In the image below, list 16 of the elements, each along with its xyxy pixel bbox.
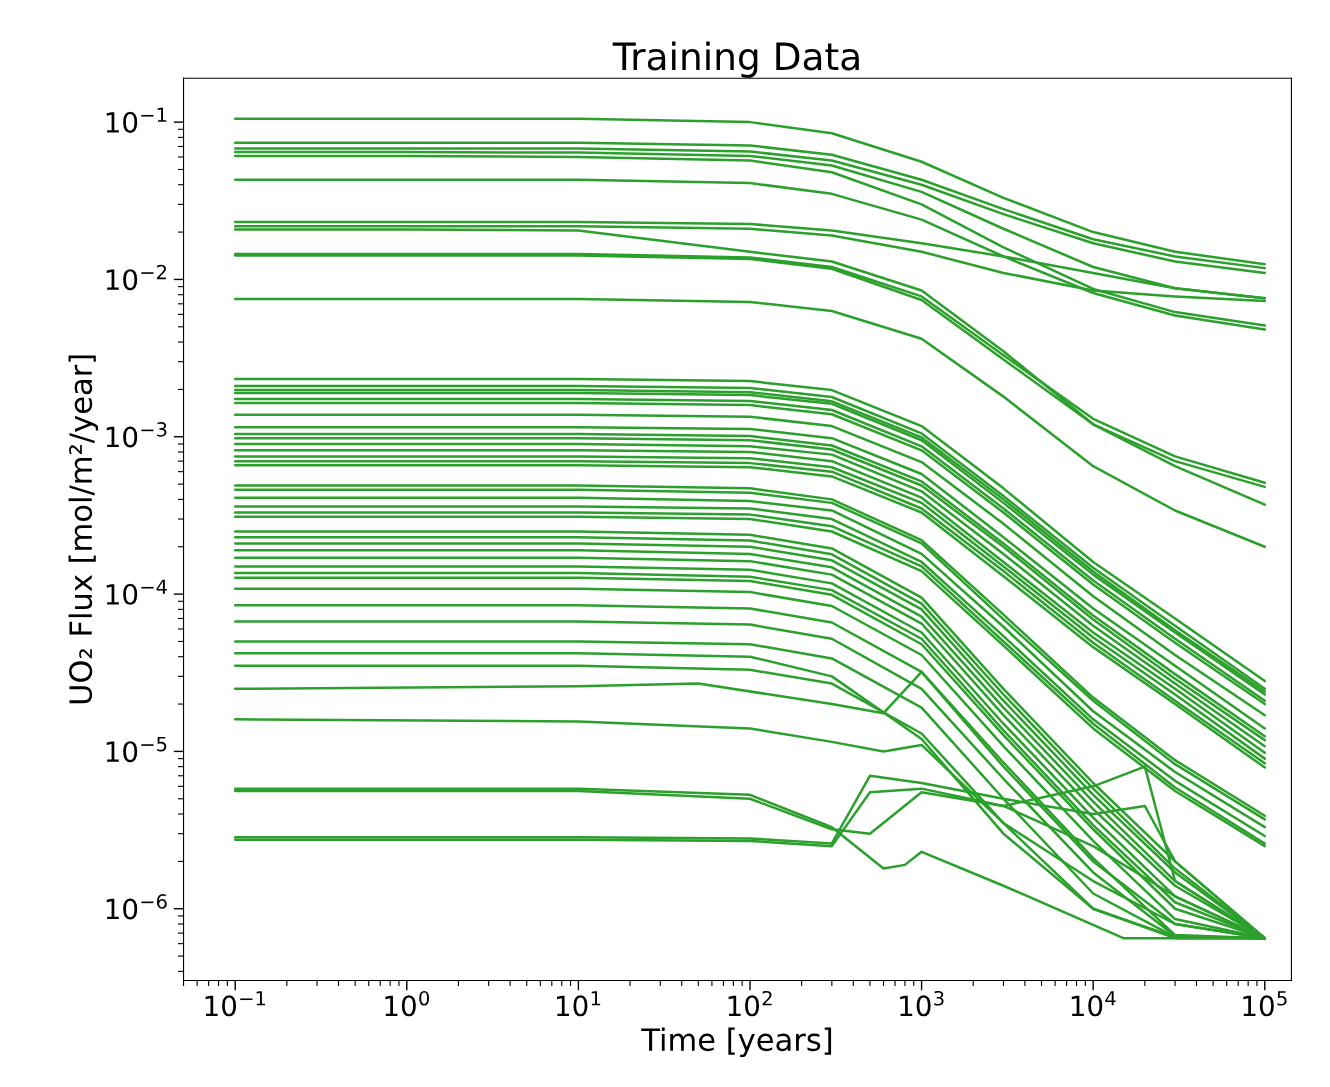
y-tick-label: 10$^{−1}$ xyxy=(106,107,167,133)
x-tick-label: 10$^{4}$ xyxy=(1071,991,1116,1017)
y-tick-label: 10$^{−3}$ xyxy=(106,422,167,448)
x-tick-label: 10$^{3}$ xyxy=(900,990,944,1017)
x-axis-title: Time [years] xyxy=(641,1027,832,1058)
y-tick-label: 10$^{−5}$ xyxy=(106,736,167,763)
y-tick-label: 10$^{−2}$ xyxy=(106,264,167,291)
chart-title: Training Data xyxy=(612,41,859,78)
x-tick-label: 10$^{2}$ xyxy=(728,990,772,1017)
x-tick-label: 10$^{5}$ xyxy=(1243,991,1287,1017)
x-tick-label: 10$^{1}$ xyxy=(557,991,601,1017)
y-tick-label: 10$^{−6}$ xyxy=(106,894,167,920)
x-tick-label: 10$^{−1}$ xyxy=(205,991,266,1017)
y-axis-title: UO₂ Flux [mol/m²/year] xyxy=(68,355,99,704)
x-tick-label: 10$^{0}$ xyxy=(385,990,430,1017)
y-tick-label: 10$^{−4}$ xyxy=(106,579,167,605)
